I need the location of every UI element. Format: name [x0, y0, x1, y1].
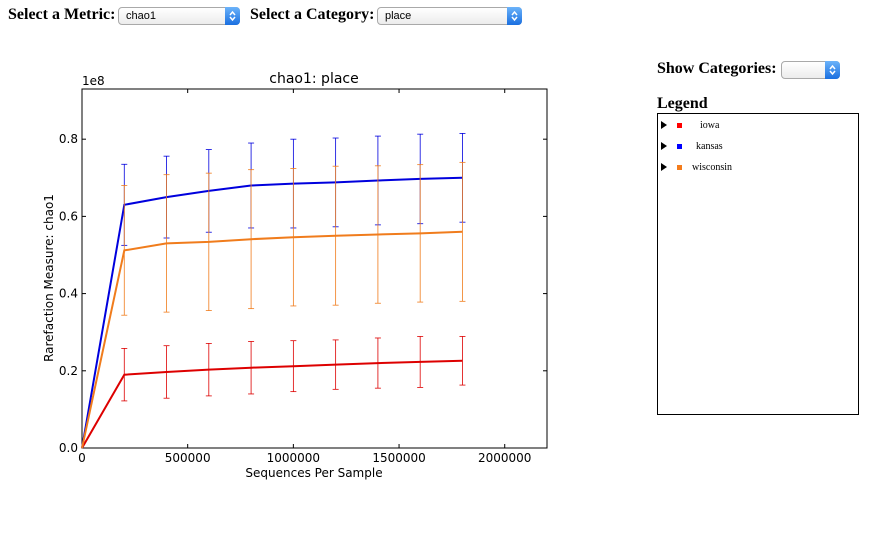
legend-item-kansas[interactable]: kansas	[661, 140, 723, 152]
select-arrows-icon	[225, 7, 240, 25]
category-select[interactable]: place	[377, 7, 522, 25]
y-multiplier: 1e8	[82, 74, 105, 88]
metric-select[interactable]: chao1	[118, 7, 240, 25]
select-arrows-icon	[507, 7, 522, 25]
x-tick-label: 2000000	[478, 451, 531, 465]
metric-select-value: chao1	[126, 10, 156, 22]
y-tick-label: 0.4	[59, 287, 78, 301]
x-tick-label: 1000000	[267, 451, 320, 465]
legend-swatch	[677, 122, 682, 128]
legend-item-label: iowa	[700, 119, 720, 131]
x-tick-label: 500000	[165, 451, 211, 465]
series-wisconsin-line	[81, 230, 463, 449]
show-categories-select[interactable]	[781, 61, 840, 79]
legend-swatch	[677, 143, 682, 149]
y-tick-label: 0.0	[59, 441, 78, 455]
x-tick-label: 0	[78, 451, 86, 465]
y-tick-label: 0.8	[59, 132, 78, 146]
legend-title: Legend	[657, 95, 708, 112]
expand-arrow-icon[interactable]	[661, 163, 667, 171]
x-tick-label: 1500000	[372, 451, 425, 465]
expand-arrow-icon[interactable]	[661, 142, 667, 150]
y-tick-label: 0.6	[59, 209, 78, 223]
legend-item-wisconsin[interactable]: wisconsin	[661, 161, 732, 173]
category-select-value: place	[385, 10, 412, 22]
series-iowa-line	[81, 359, 463, 449]
expand-arrow-icon[interactable]	[661, 121, 667, 129]
rarefaction-chart: chao1: place 1e8 Sequences Per Sample Ra…	[42, 71, 548, 480]
legend-item-label: kansas	[696, 140, 723, 152]
legend-item-iowa[interactable]: iowa	[661, 119, 719, 131]
y-axis-label: Rarefaction Measure: chao1	[42, 194, 56, 362]
legend-item-label: wisconsin	[692, 161, 732, 173]
category-label: Select a Category:	[250, 6, 375, 23]
x-axis-label: Sequences Per Sample	[245, 466, 382, 480]
legend-box: iowa kansas wisconsin	[657, 113, 859, 415]
show-categories-label: Show Categories:	[657, 60, 777, 77]
plot-frame	[81, 88, 548, 449]
legend-swatch	[677, 164, 682, 170]
y-tick-label: 0.2	[59, 364, 78, 378]
chart-title: chao1: place	[269, 71, 358, 87]
select-arrows-icon	[825, 61, 840, 79]
series-kansas-line	[81, 176, 463, 449]
metric-label: Select a Metric:	[8, 6, 116, 23]
